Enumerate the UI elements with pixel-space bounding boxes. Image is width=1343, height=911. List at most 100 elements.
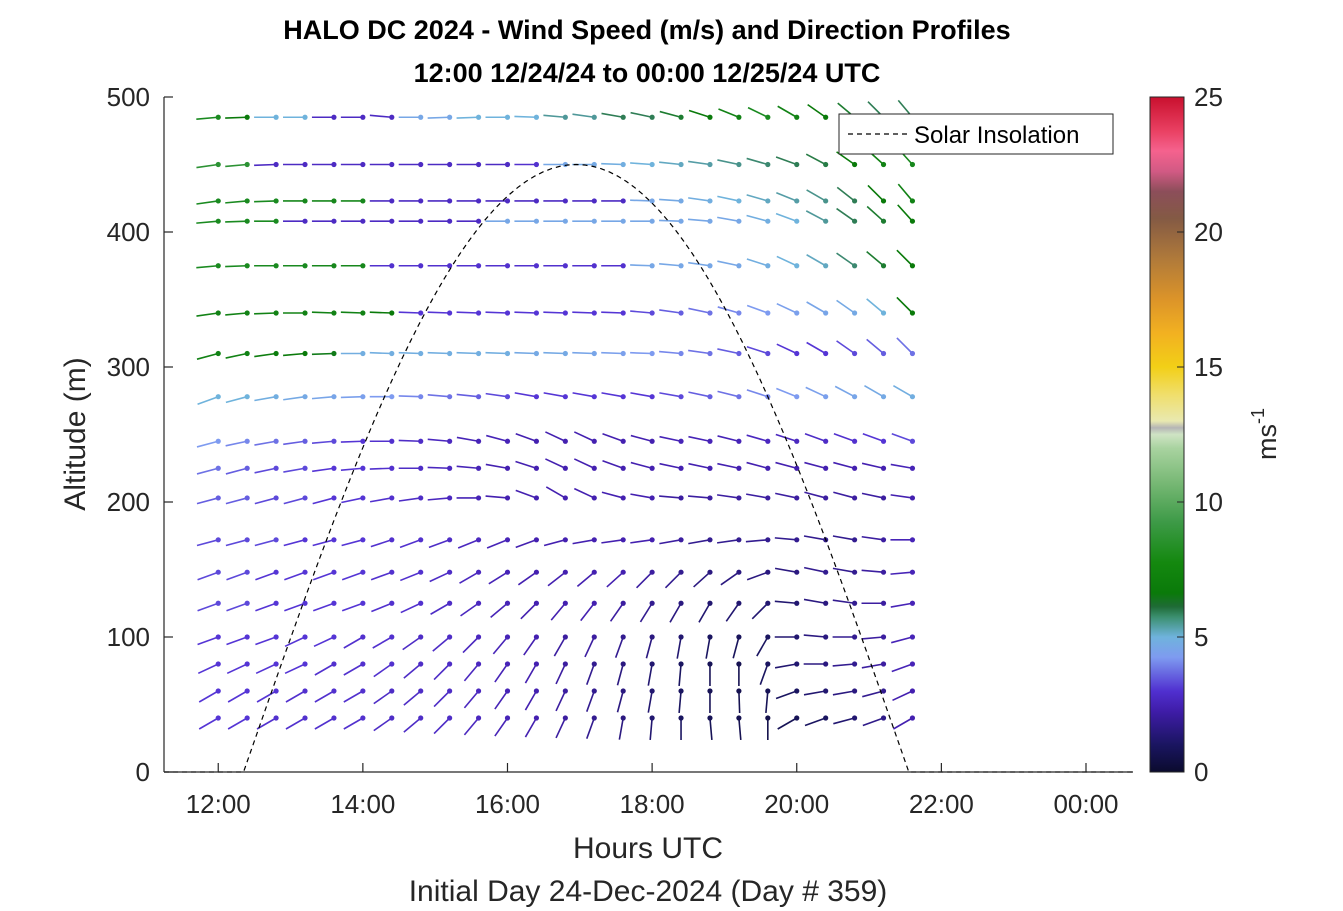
x-tick-label: 22:00 (909, 789, 974, 819)
wind-barb-point (880, 438, 887, 444)
wind-barb-shaft (398, 351, 421, 355)
wind-barb-point (273, 715, 279, 721)
wind-barb-shaft (312, 497, 335, 505)
wind-barb-point (475, 465, 482, 471)
wind-barb-shaft (806, 189, 827, 202)
wind-barb-point (678, 600, 684, 606)
wind-barb-point (418, 600, 424, 606)
wind-barb-point (909, 198, 916, 204)
wind-barb-shaft (427, 497, 450, 501)
wind-barb-shaft (372, 636, 393, 649)
wind-barb-shaft (746, 345, 769, 355)
wind-barb-point (273, 634, 279, 640)
wind-barb-point (909, 495, 916, 501)
wind-barb-shaft (630, 310, 653, 314)
wind-barb-shaft (572, 392, 595, 398)
wind-barb-point (591, 218, 597, 224)
wind-barb-point (504, 537, 511, 543)
wind-barb-point (562, 394, 568, 400)
wind-barb-shaft (606, 571, 624, 588)
wind-barb-point (215, 495, 221, 501)
wind-barb-shaft (776, 191, 798, 202)
wind-barb-shaft (717, 195, 740, 202)
wind-barb-point (880, 263, 887, 269)
wind-barb-point (794, 688, 800, 694)
wind-barb-point (475, 634, 482, 640)
wind-barb-shaft (774, 663, 797, 669)
wind-barb-shaft (862, 432, 884, 443)
wind-barb-point (215, 218, 221, 224)
wind-barb-shaft (341, 602, 364, 612)
wind-barb-shaft (314, 663, 335, 676)
wind-barb-shaft (314, 690, 335, 703)
wind-barb-point (331, 161, 337, 168)
wind-barb-shaft (312, 467, 335, 473)
wind-barb-shaft (669, 602, 682, 623)
wind-barb-shaft (283, 440, 306, 446)
wind-barb-point (504, 465, 511, 471)
wind-barb-point (823, 114, 829, 120)
wind-barb-shaft (225, 352, 248, 359)
wind-barb-shaft (601, 539, 624, 544)
wind-barb-point (273, 661, 279, 667)
wind-barb-shaft (427, 311, 450, 314)
colorbar-tick-label: 5 (1194, 622, 1208, 652)
wind-barb-point (504, 310, 511, 316)
wind-barb-point (851, 198, 858, 204)
wind-barb-shaft (747, 106, 769, 118)
wind-barb-point (736, 688, 742, 694)
wind-barb-shaft (403, 717, 422, 733)
wind-barb-point (823, 600, 829, 606)
wind-barb-shaft (890, 602, 913, 608)
wind-barb-shaft (890, 636, 913, 644)
wind-barb-shaft (225, 497, 248, 505)
wind-barb-point (244, 263, 250, 269)
wind-barb-point (331, 438, 337, 444)
x-axis-label: Hours UTC (573, 832, 723, 865)
wind-barb-point (880, 715, 887, 721)
wind-barb-shaft (572, 311, 595, 314)
x-ticks: 12:00 14:00 16:00 18:00 20:00 22:00 00:00 (186, 763, 1119, 819)
wind-barb-point (244, 715, 250, 721)
wind-barb-shaft (738, 717, 742, 740)
wind-barb-shaft (197, 395, 219, 405)
wind-barb-shaft (433, 717, 451, 735)
wind-barb-shaft (485, 392, 508, 398)
wind-barb-point (302, 634, 308, 640)
wind-barb-shaft (462, 636, 480, 654)
wind-barb-point (273, 114, 279, 120)
wind-barb-shaft (369, 311, 392, 314)
wind-barb-shaft (716, 494, 740, 499)
wind-barb-point (765, 114, 771, 120)
wind-barb-shaft (573, 431, 595, 442)
wind-barb-shaft (751, 602, 769, 620)
wind-barb-point (620, 661, 626, 667)
x-tick-label: 12:00 (186, 789, 251, 819)
wind-barb-shaft (746, 389, 769, 398)
wind-barb-shaft (609, 602, 624, 622)
wind-barb-point (620, 218, 626, 224)
wind-barb-shaft (225, 539, 248, 547)
wind-barb-shaft (892, 385, 913, 398)
wind-barb-shaft (866, 205, 885, 222)
wind-barb-shaft (427, 351, 450, 355)
wind-barb-shaft (196, 200, 219, 205)
wind-barb-shaft (777, 105, 798, 118)
wind-barb-point (418, 495, 424, 501)
wind-barb-shaft (225, 467, 248, 475)
wind-barb-point (562, 537, 568, 543)
wind-barb-point (909, 465, 916, 471)
wind-barb-point (389, 263, 395, 269)
wind-barb-shaft (688, 539, 711, 545)
wind-barb-point (649, 495, 655, 501)
wind-barb-shaft (718, 108, 740, 118)
wind-barb-point (851, 218, 858, 224)
wind-barb-shaft (254, 163, 277, 167)
wind-barb-shaft (514, 115, 537, 119)
wind-barb-shaft (807, 103, 827, 118)
wind-barb-shaft (580, 602, 595, 622)
wind-barb-point (909, 715, 916, 721)
wind-barb-shaft (659, 219, 682, 222)
wind-barb-shaft (197, 602, 219, 612)
wind-barb-point (736, 715, 742, 721)
